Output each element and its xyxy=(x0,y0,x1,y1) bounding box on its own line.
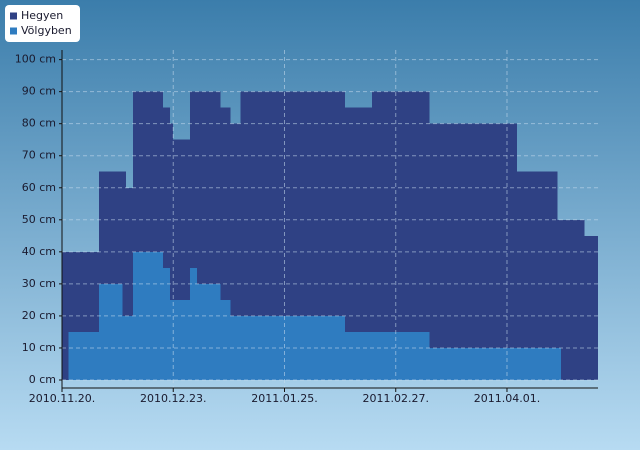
y-tick-label: 80 cm xyxy=(22,117,56,130)
x-tick-label: 2010.11.20. xyxy=(29,392,95,405)
y-tick-label: 10 cm xyxy=(22,341,56,354)
area-segment xyxy=(372,331,430,380)
x-tick-label: 2011.04.01. xyxy=(474,392,540,405)
area-segment xyxy=(584,235,598,380)
plot-area xyxy=(62,91,598,380)
area-segment xyxy=(126,315,133,380)
area-segment xyxy=(220,107,231,380)
area-segment xyxy=(122,315,127,380)
y-tick-label: 20 cm xyxy=(22,309,56,322)
area-segment xyxy=(169,123,174,380)
y-tick-label: 50 cm xyxy=(22,213,56,226)
legend-swatch xyxy=(10,12,17,20)
area-segment xyxy=(99,283,123,380)
area-segment xyxy=(163,107,170,380)
area-segment xyxy=(429,347,518,380)
y-tick-label: 60 cm xyxy=(22,181,56,194)
area-segment xyxy=(163,267,170,380)
y-tick-label: 100 cm xyxy=(15,53,56,66)
area-segment xyxy=(173,299,191,380)
legend-box xyxy=(5,5,80,42)
legend-label: Hegyen xyxy=(21,9,63,22)
area-segment xyxy=(230,315,241,380)
area-segment xyxy=(220,299,231,380)
x-tick-label: 2011.01.25. xyxy=(251,392,317,405)
area-segment xyxy=(122,171,127,380)
area-segment xyxy=(190,267,197,380)
y-tick-label: 0 cm xyxy=(29,373,56,386)
y-tick-label: 40 cm xyxy=(22,245,56,258)
area-segment xyxy=(557,347,561,380)
area-segment xyxy=(345,331,373,380)
area-segment xyxy=(560,219,585,380)
x-tick-label: 2011.02.27. xyxy=(362,392,428,405)
area-segment xyxy=(429,123,518,380)
area-segment xyxy=(126,187,133,380)
area-segment xyxy=(517,171,558,380)
x-tick-label: 2010.12.23. xyxy=(140,392,206,405)
area-segment xyxy=(557,219,561,380)
legend-swatch xyxy=(10,27,17,35)
area-segment xyxy=(517,347,558,380)
y-tick-label: 70 cm xyxy=(22,149,56,162)
legend-label: Völgyben xyxy=(21,24,72,37)
area-segment xyxy=(169,299,174,380)
y-tick-label: 30 cm xyxy=(22,277,56,290)
area-segment xyxy=(230,123,241,380)
area-segment xyxy=(68,331,100,380)
area-segment xyxy=(190,91,197,380)
y-tick-label: 90 cm xyxy=(22,85,56,98)
area-segment xyxy=(196,283,221,380)
